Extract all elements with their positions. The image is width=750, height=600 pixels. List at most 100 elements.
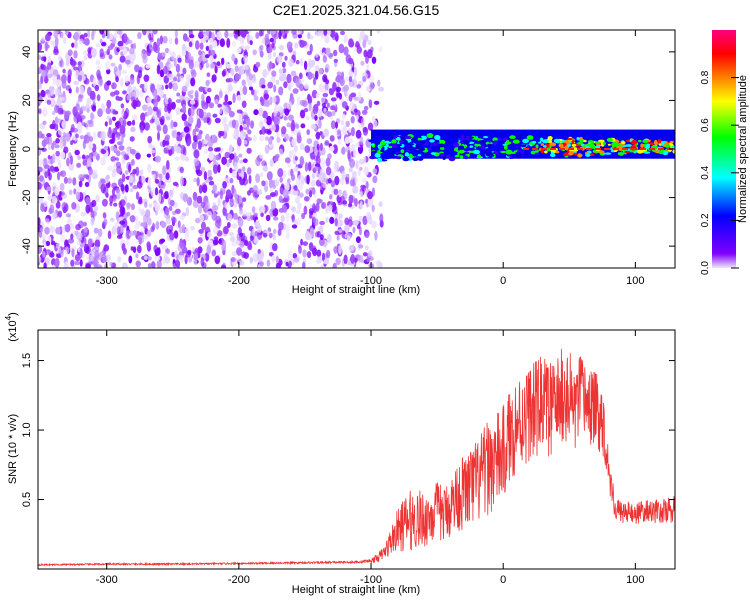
heatmap-noise-cell — [265, 195, 272, 200]
heatmap-noise-cell — [282, 68, 287, 74]
heatmap-noise-cell — [169, 232, 175, 241]
heatmap-noise-cell — [55, 138, 60, 144]
heatmap-noise-cell — [111, 225, 117, 235]
heatmap-noise-cell — [243, 252, 249, 259]
heatmap-noise-cell — [201, 221, 206, 231]
heatmap-noise-cell — [130, 230, 135, 236]
heatmap-noise-cell — [316, 256, 320, 265]
heatmap-noise-cell — [121, 262, 128, 268]
heatmap-noise-cell — [250, 89, 255, 96]
heatmap-noise-cell — [110, 62, 116, 67]
heatmap-noise-cell — [180, 176, 184, 187]
heatmap-noise-cell — [176, 135, 183, 142]
heatmap-signal-cell — [430, 152, 437, 155]
heatmap-noise-cell — [360, 60, 365, 66]
heatmap-noise-cell — [302, 100, 308, 108]
heatmap-signal-cell — [571, 139, 575, 143]
heatmap-noise-cell — [362, 126, 369, 136]
heatmap-noise-cell — [257, 248, 261, 254]
heatmap-noise-cell — [377, 79, 381, 87]
heatmap-noise-cell — [258, 252, 262, 262]
heatmap-noise-cell — [65, 223, 71, 233]
heatmap-signal-cell — [448, 137, 454, 142]
heatmap-signal-cell — [403, 133, 409, 137]
heatmap-noise-cell — [312, 247, 318, 257]
heatmap-noise-cell — [282, 205, 288, 213]
heatmap-noise-cell — [150, 149, 156, 154]
heatmap-noise-cell — [319, 158, 326, 168]
heatmap-noise-cell — [99, 38, 103, 44]
heatmap-noise-cell — [363, 105, 369, 111]
heatmap-noise-cell — [347, 235, 351, 242]
heatmap-noise-cell — [324, 67, 329, 73]
heatmap-noise-cell — [166, 160, 170, 170]
heatmap-noise-cell — [239, 159, 244, 164]
heatmap-noise-cell — [221, 156, 228, 165]
heatmap-noise-cell — [306, 174, 310, 185]
heatmap-noise-cell — [354, 108, 358, 113]
heatmap-noise-cell — [239, 130, 245, 140]
heatmap-noise-cell — [124, 59, 131, 65]
heatmap-noise-cell — [298, 245, 302, 254]
heatmap-noise-cell — [137, 69, 143, 79]
heatmap-noise-cell — [315, 131, 321, 140]
heatmap-noise-cell — [309, 35, 314, 40]
heatmap-noise-cell — [224, 151, 231, 159]
heatmap-noise-cell — [216, 31, 223, 41]
heatmap-noise-cell — [118, 46, 124, 51]
heatmap-noise-cell — [258, 135, 265, 142]
heatmap-noise-cell — [211, 74, 217, 82]
heatmap-signal-cell — [443, 146, 449, 149]
heatmap-noise-cell — [299, 143, 305, 151]
heatmap-signal-cell — [543, 145, 547, 148]
heatmap-signal-cell — [532, 150, 536, 155]
heatmap-noise-cell — [43, 164, 50, 169]
heatmap-noise-cell — [330, 105, 336, 111]
heatmap-signal-cell — [535, 138, 541, 143]
heatmap-noise-cell — [300, 238, 304, 246]
heatmap-noise-cell — [106, 48, 111, 56]
heatmap-signal-cell — [520, 150, 525, 155]
heatmap-noise-cell — [227, 213, 233, 222]
heatmap-signal-cell — [564, 145, 569, 151]
heatmap-noise-cell — [229, 32, 235, 38]
heatmap-noise-cell — [316, 249, 322, 258]
heatmap-signal-cell — [490, 145, 496, 148]
heatmap-noise-cell — [363, 49, 368, 58]
heatmap-noise-cell — [186, 52, 192, 62]
heatmap-signal-cell — [465, 146, 471, 152]
heatmap-noise-cell — [160, 207, 164, 214]
heatmap-noise-cell — [92, 131, 97, 140]
heatmap-noise-cell — [153, 244, 158, 253]
heatmap-signal-cell — [504, 141, 512, 145]
heatmap-noise-cell — [172, 181, 179, 186]
heatmap-noise-cell — [167, 225, 174, 230]
heatmap-noise-cell — [240, 65, 245, 75]
heatmap-noise-cell — [179, 242, 185, 250]
heatmap-noise-cell — [107, 165, 113, 172]
heatmap-noise-cell — [168, 206, 173, 211]
heatmap-noise-cell — [318, 30, 324, 36]
heatmap-noise-cell — [185, 206, 190, 217]
heatmap-noise-cell — [328, 88, 335, 96]
heatmap-signal-cell — [540, 143, 545, 146]
heatmap-noise-cell — [246, 147, 252, 154]
heatmap-noise-cell — [358, 158, 365, 165]
heatmap-signal-cell — [426, 133, 434, 139]
heatmap-noise-cell — [111, 116, 117, 122]
heatmap-noise-cell — [132, 86, 137, 91]
figure-title: C2E1.2025.321.04.56.G15 — [273, 2, 440, 18]
heatmap-signal-cell — [448, 156, 456, 162]
heatmap-noise-cell — [291, 137, 297, 147]
heatmap-noise-cell — [59, 139, 64, 150]
heatmap-noise-cell — [111, 133, 116, 144]
heatmap-noise-cell — [262, 69, 268, 78]
heatmap-noise-cell — [44, 171, 49, 179]
heatmap-noise-cell — [355, 114, 360, 120]
heatmap-noise-cell — [252, 49, 257, 56]
heatmap-noise-cell — [254, 221, 260, 227]
heatmap-noise-cell — [40, 63, 44, 70]
heatmap-noise-cell — [271, 254, 276, 263]
heatmap-noise-cell — [362, 178, 367, 183]
heatmap-noise-cell — [350, 254, 356, 264]
